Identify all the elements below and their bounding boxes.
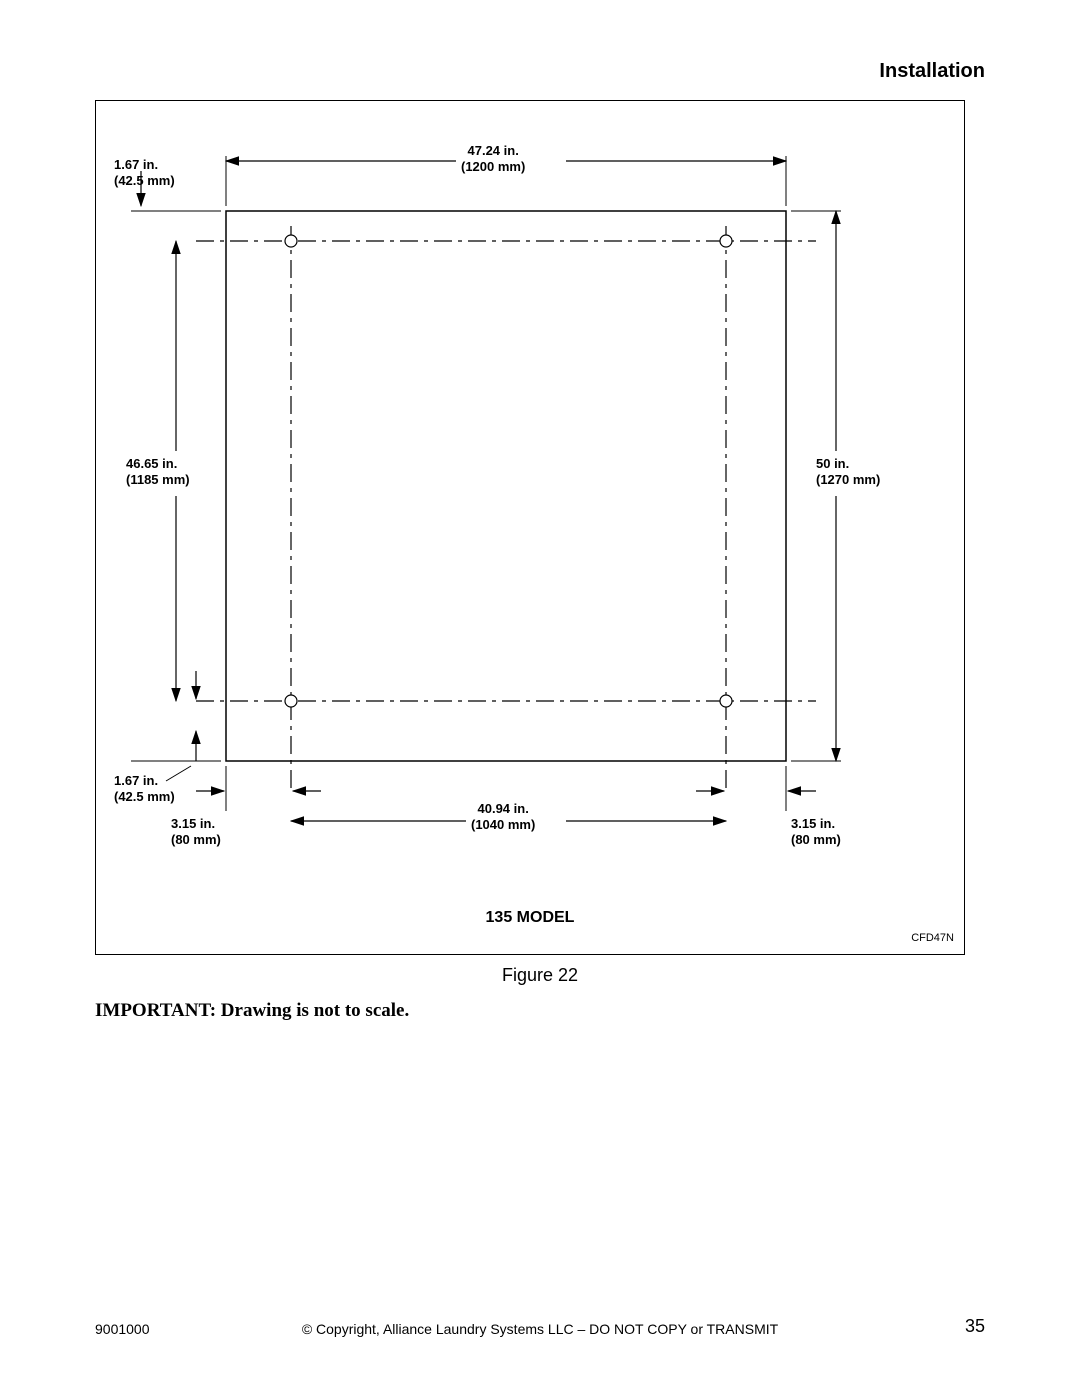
important-note: IMPORTANT: Drawing is not to scale. [95,1000,409,1022]
bolt-hole-icon [720,695,732,707]
bolt-hole-icon [285,695,297,707]
dim-right-height: 50 in. (1270 mm) [816,456,880,489]
dim-value-in: 1.67 in. [114,773,158,788]
section-title: Installation [879,60,985,83]
drawing-code: CFD47N [911,932,954,944]
dim-top-width: 47.24 in. (1200 mm) [461,143,525,176]
dim-top-left-gap: 1.67 in. (42.5 mm) [114,157,175,190]
dim-value-in: 46.65 in. [126,456,177,471]
dim-value-in: 3.15 in. [791,816,835,831]
dim-value-in: 3.15 in. [171,816,215,831]
page: Installation [0,0,1080,1397]
dim-value-mm: (42.5 mm) [114,173,175,188]
outer-rect [226,211,786,761]
footer-copyright: © Copyright, Alliance Laundry Systems LL… [0,1321,1080,1337]
dim-value-mm: (1185 mm) [126,472,190,487]
dim-value-in: 50 in. [816,456,849,471]
dim-value-in: 40.94 in. [478,801,529,816]
dim-value-mm: (42.5 mm) [114,789,175,804]
footer-page-number: 35 [965,1316,985,1337]
dim-value-in: 47.24 in. [468,143,519,158]
dim-bot-center-width: 40.94 in. (1040 mm) [471,801,535,834]
dim-value-mm: (1270 mm) [816,472,880,487]
dim-value-mm: (80 mm) [171,832,221,847]
dim-value-in: 1.67 in. [114,157,158,172]
dim-value-mm: (1200 mm) [461,159,525,174]
dim-bot-left-gap: 1.67 in. (42.5 mm) [114,773,175,806]
bolt-hole-icon [285,235,297,247]
dim-value-mm: (1040 mm) [471,817,535,832]
model-label: 135 MODEL [96,909,964,927]
dim-value-mm: (80 mm) [791,832,841,847]
dim-left-inner-height: 46.65 in. (1185 mm) [126,456,190,489]
bolt-hole-icon [720,235,732,247]
dim-bot-left-inset: 3.15 in. (80 mm) [171,816,221,849]
figure-frame: 47.24 in. (1200 mm) 1.67 in. (42.5 mm) 5… [95,100,965,955]
figure-caption: Figure 22 [0,965,1080,986]
dim-bot-right-inset: 3.15 in. (80 mm) [791,816,841,849]
